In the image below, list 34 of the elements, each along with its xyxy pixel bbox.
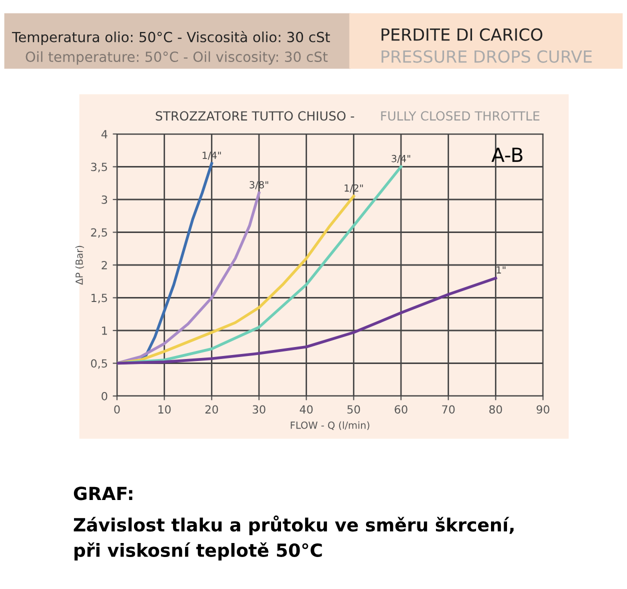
y-tick-label: 2 [102, 260, 107, 270]
y-tick-label: 3 [102, 195, 108, 204]
x-tick-label: 80 [489, 405, 502, 414]
text: Temperatura olio: 50°C - Viscosità olio: 30 cSt [12, 31, 330, 45]
chart-subtitle: FULLY CLOSED THROTTLE [381, 111, 540, 121]
chart-title: STROZZATORE TUTTO CHIUSO - [156, 111, 354, 121]
y-axis-title: ΔP (Bar) [75, 246, 84, 285]
x-tick-label: 90 [536, 405, 550, 414]
x-tick-label: 30 [252, 405, 266, 414]
y-tick-label: 1 [102, 326, 107, 335]
x-tick-label: 50 [347, 405, 360, 414]
text: Oil temperature: 50°C - Oil viscosity: 30 cSt [26, 51, 328, 65]
x-tick-label: 70 [442, 405, 455, 414]
line-series [117, 276, 498, 365]
text: PRESSURE DROPS CURVE [382, 50, 592, 63]
y-tick-label: 0 [102, 392, 108, 400]
text: GRAF: [74, 486, 132, 500]
y-tick-label: 3,5 [91, 162, 107, 172]
line-series [117, 194, 356, 365]
x-tick-label: 10 [158, 405, 171, 414]
x-axis-title: FLOW - Q (l/min) [290, 421, 370, 430]
x-tick-label: 60 [394, 405, 408, 414]
line-series [117, 165, 402, 365]
text: PERDITE DI CARICO [382, 28, 542, 41]
line-series [117, 192, 260, 365]
y-tick-label: 0,5 [91, 359, 107, 369]
x-tick-label: 0 [114, 405, 120, 414]
x-tick-label: 40 [300, 405, 313, 414]
y-tick-label: 4 [101, 130, 108, 138]
y-tick-label: 1,5 [92, 294, 107, 304]
series-label: 1" [496, 266, 506, 274]
text: Závislost tlaku a průtoku ve směru škrcení, při viskosní teplotě 50°C [74, 515, 514, 561]
x-tick-label: 20 [205, 405, 218, 414]
y-tick-label: 2,5 [91, 228, 107, 238]
